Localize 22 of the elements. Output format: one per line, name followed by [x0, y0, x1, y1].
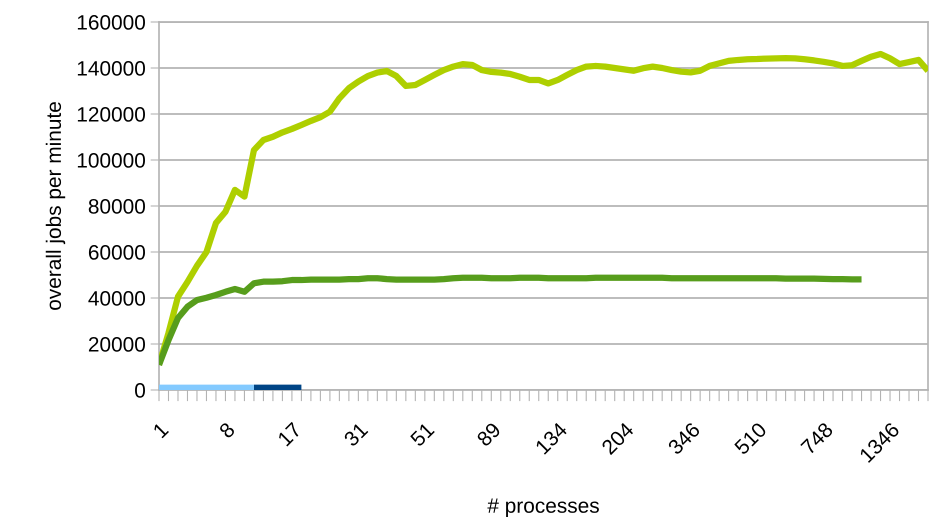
y-tick-label: 160000 [78, 15, 145, 30]
x-tick-label: 89 [476, 422, 502, 448]
y-tick-label: 80000 [88, 199, 145, 214]
y-axis-title: overall jobs per minute [46, 102, 66, 310]
x-tick-label: 17 [277, 422, 302, 446]
y-tick-label: 60000 [88, 245, 145, 260]
x-tick-label: 31 [342, 422, 368, 448]
x-tick-label: 51 [410, 422, 435, 448]
y-tick-label: 20000 [88, 337, 145, 352]
x-tick-label: 510 [734, 422, 768, 456]
x-tick-label: 8 [218, 422, 236, 439]
x-tick-label: 204 [600, 421, 635, 456]
x-tick-label: 1 [152, 422, 169, 438]
x-tick-label: 748 [800, 422, 834, 456]
y-tick-label: 40000 [88, 291, 145, 306]
y-tick-label: 0 [135, 383, 145, 398]
y-tick-label: 120000 [78, 107, 145, 122]
x-axis-title: # processes [487, 498, 599, 518]
y-tick-label: 140000 [78, 61, 145, 76]
x-tick-label: 346 [667, 422, 701, 456]
x-tick-label: 134 [534, 421, 568, 455]
y-tick-label: 100000 [78, 153, 145, 168]
